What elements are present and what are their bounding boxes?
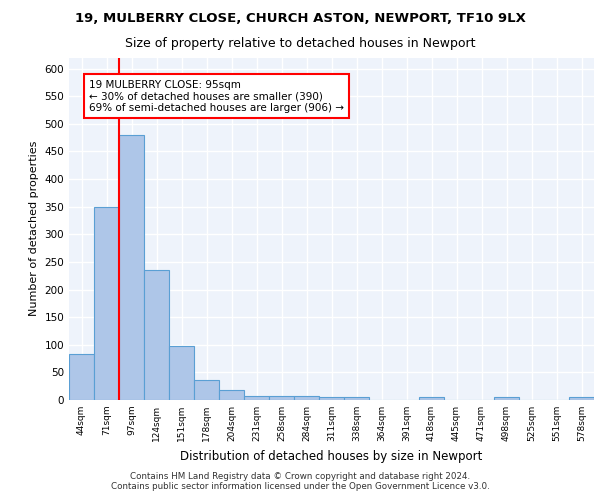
Y-axis label: Number of detached properties: Number of detached properties [29, 141, 39, 316]
Bar [494, 397, 519, 400]
Bar [94, 206, 119, 400]
Bar [269, 396, 294, 400]
Bar [569, 397, 594, 400]
Bar [319, 397, 344, 400]
Bar [419, 397, 444, 400]
Bar [119, 135, 144, 400]
Text: 19, MULBERRY CLOSE, CHURCH ASTON, NEWPORT, TF10 9LX: 19, MULBERRY CLOSE, CHURCH ASTON, NEWPOR… [74, 12, 526, 26]
Bar [219, 390, 244, 400]
Text: 19 MULBERRY CLOSE: 95sqm
← 30% of detached houses are smaller (390)
69% of semi-: 19 MULBERRY CLOSE: 95sqm ← 30% of detach… [89, 80, 344, 113]
Bar [69, 354, 94, 400]
Bar [194, 380, 219, 400]
Bar [144, 270, 169, 400]
Bar [344, 397, 369, 400]
Text: Contains HM Land Registry data © Crown copyright and database right 2024.
Contai: Contains HM Land Registry data © Crown c… [110, 472, 490, 491]
Bar [294, 396, 319, 400]
Bar [169, 346, 194, 400]
Bar [244, 396, 269, 400]
X-axis label: Distribution of detached houses by size in Newport: Distribution of detached houses by size … [181, 450, 482, 462]
Text: Size of property relative to detached houses in Newport: Size of property relative to detached ho… [125, 38, 475, 51]
